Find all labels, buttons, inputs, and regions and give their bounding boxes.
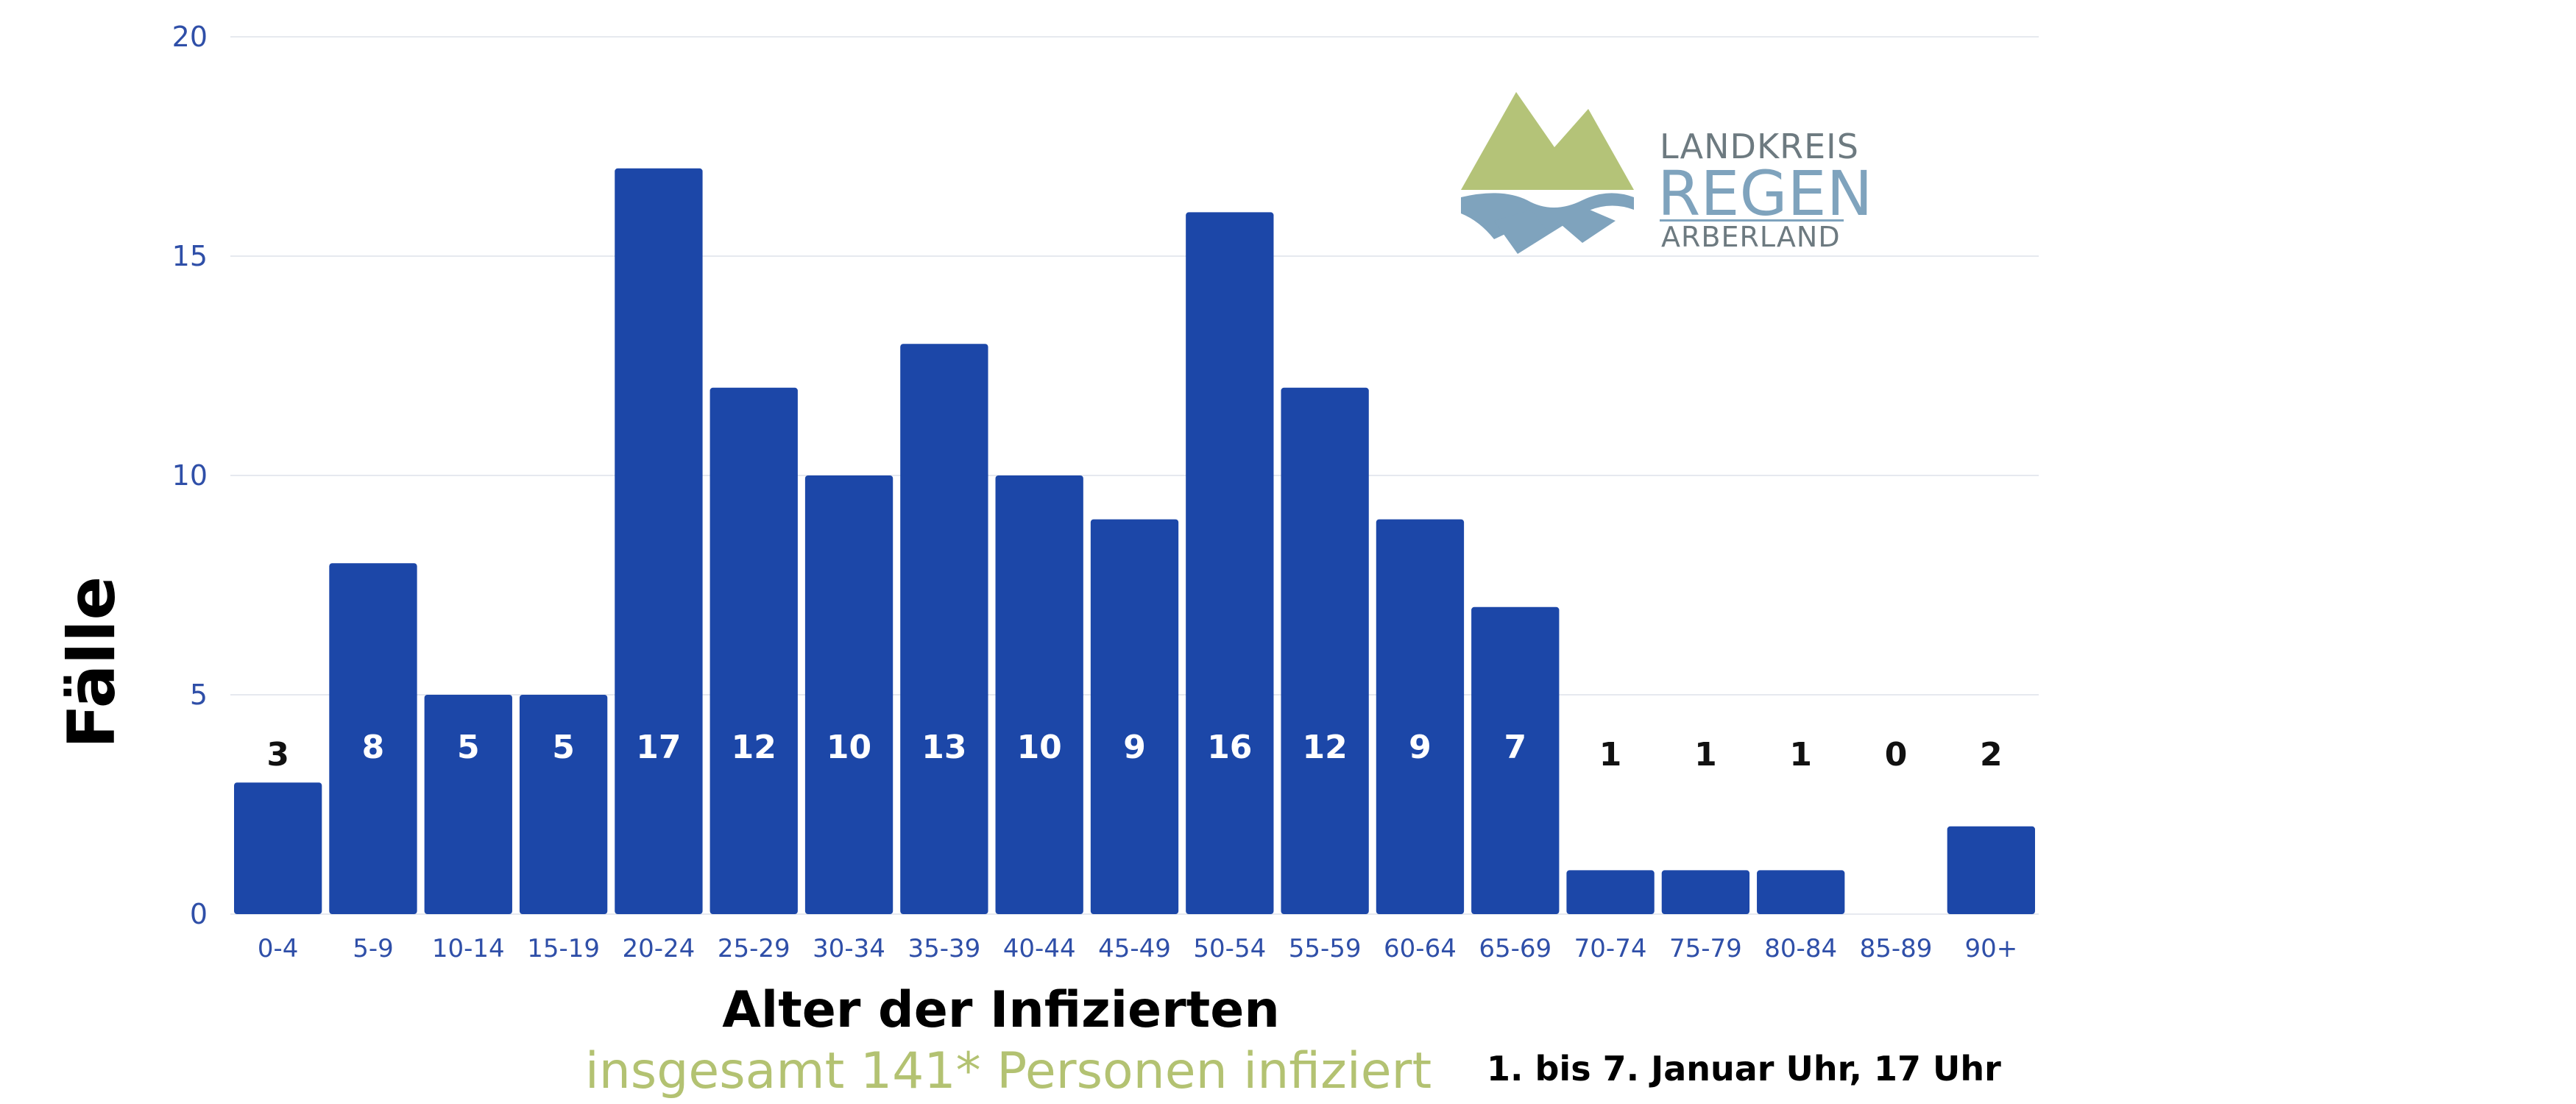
bar <box>1471 606 1560 914</box>
x-tick-label: 20-24 <box>623 934 696 963</box>
logo-mountain-icon <box>1461 92 1634 254</box>
y-tick-label: 0 <box>190 898 208 930</box>
bar-value-label: 3 <box>266 736 289 774</box>
x-tick-label: 30-34 <box>813 934 885 963</box>
bar-value-label: 1 <box>1694 736 1717 774</box>
x-tick-label: 60-64 <box>1384 934 1457 963</box>
bar <box>1566 870 1655 914</box>
bar-value-labels: 3 8 5 5 17 12 10 13 10 9 16 12 9 7 1 1 1 0 2 <box>266 729 2002 774</box>
logo-line2: REGEN <box>1657 158 1872 230</box>
bar <box>710 387 798 914</box>
x-tick-label: 75-79 <box>1669 934 1742 963</box>
logo-underline <box>1660 219 1844 222</box>
bar-value-label: 0 <box>1885 736 1908 774</box>
bar-value-label: 7 <box>1504 729 1526 766</box>
x-tick-label: 10-14 <box>432 934 505 963</box>
y-tick-label: 10 <box>172 459 208 492</box>
x-tick-label: 35-39 <box>907 934 980 963</box>
bar-value-label: 16 <box>1207 729 1252 766</box>
landkreis-logo: LANDKREIS REGEN ARBERLAND <box>1461 92 1872 254</box>
bar <box>615 168 703 915</box>
x-tick-label: 15-19 <box>527 934 600 963</box>
logo-line1: LANDKREIS <box>1660 127 1859 166</box>
y-tick-label: 15 <box>172 240 208 272</box>
bar <box>1090 519 1179 914</box>
chart-subtitle: insgesamt 141* Personen infiziert <box>585 1042 1432 1100</box>
bar <box>900 344 988 914</box>
bar-value-label: 1 <box>1789 736 1812 774</box>
bar <box>1281 387 1369 914</box>
x-tick-label: 90+ <box>1964 934 2017 963</box>
bar <box>1947 826 2035 914</box>
bar-value-label: 17 <box>636 729 681 766</box>
bar-value-label: 5 <box>552 729 575 766</box>
bar-value-label: 1 <box>1599 736 1622 774</box>
x-axis-label: Alter der Infizierten <box>722 981 1279 1039</box>
bar-value-label: 8 <box>362 729 385 766</box>
x-tick-label: 65-69 <box>1479 934 1551 963</box>
x-tick-label: 80-84 <box>1764 934 1837 963</box>
bar <box>804 475 894 914</box>
bar-value-label: 10 <box>827 729 871 766</box>
bar-value-label: 9 <box>1123 729 1146 766</box>
bar <box>519 695 608 914</box>
x-tick-label: 5-9 <box>353 934 394 963</box>
x-tick-label: 70-74 <box>1574 934 1647 963</box>
x-tick-label: 50-54 <box>1193 934 1266 963</box>
x-tick-label: 40-44 <box>1003 934 1076 963</box>
bar-value-label: 12 <box>732 729 776 766</box>
x-axis-ticks: 0-4 5-9 10-14 15-19 20-24 25-29 30-34 35-39 40-4… <box>258 934 2017 963</box>
bar <box>234 782 322 914</box>
bar <box>329 563 417 914</box>
bar <box>1757 870 1845 914</box>
bar-value-label: 5 <box>457 729 480 766</box>
x-tick-label: 55-59 <box>1289 934 1362 963</box>
bar-value-label: 13 <box>921 729 966 766</box>
y-axis-label: Fälle <box>54 576 130 749</box>
bar <box>1376 519 1465 914</box>
x-tick-label: 0-4 <box>258 934 299 963</box>
y-tick-label: 5 <box>190 679 208 711</box>
y-axis-ticks: 0 5 10 15 20 <box>172 21 208 930</box>
bar-value-label: 10 <box>1017 729 1062 766</box>
x-tick-label: 25-29 <box>718 934 790 963</box>
bar-value-label: 12 <box>1303 729 1348 766</box>
bar <box>1661 870 1750 914</box>
x-tick-label: 45-49 <box>1098 934 1171 963</box>
bar-value-label: 9 <box>1409 729 1432 766</box>
y-tick-label: 20 <box>172 21 208 53</box>
bar <box>424 695 512 914</box>
bars <box>234 168 2035 915</box>
x-tick-label: 85-89 <box>1860 934 1933 963</box>
bar <box>1186 212 1274 914</box>
date-note: 1. bis 7. Januar Uhr, 17 Uhr <box>1487 1049 2001 1089</box>
logo-line3: ARBERLAND <box>1661 221 1841 253</box>
bar <box>995 475 1083 914</box>
bar-value-label: 2 <box>1980 736 2003 774</box>
